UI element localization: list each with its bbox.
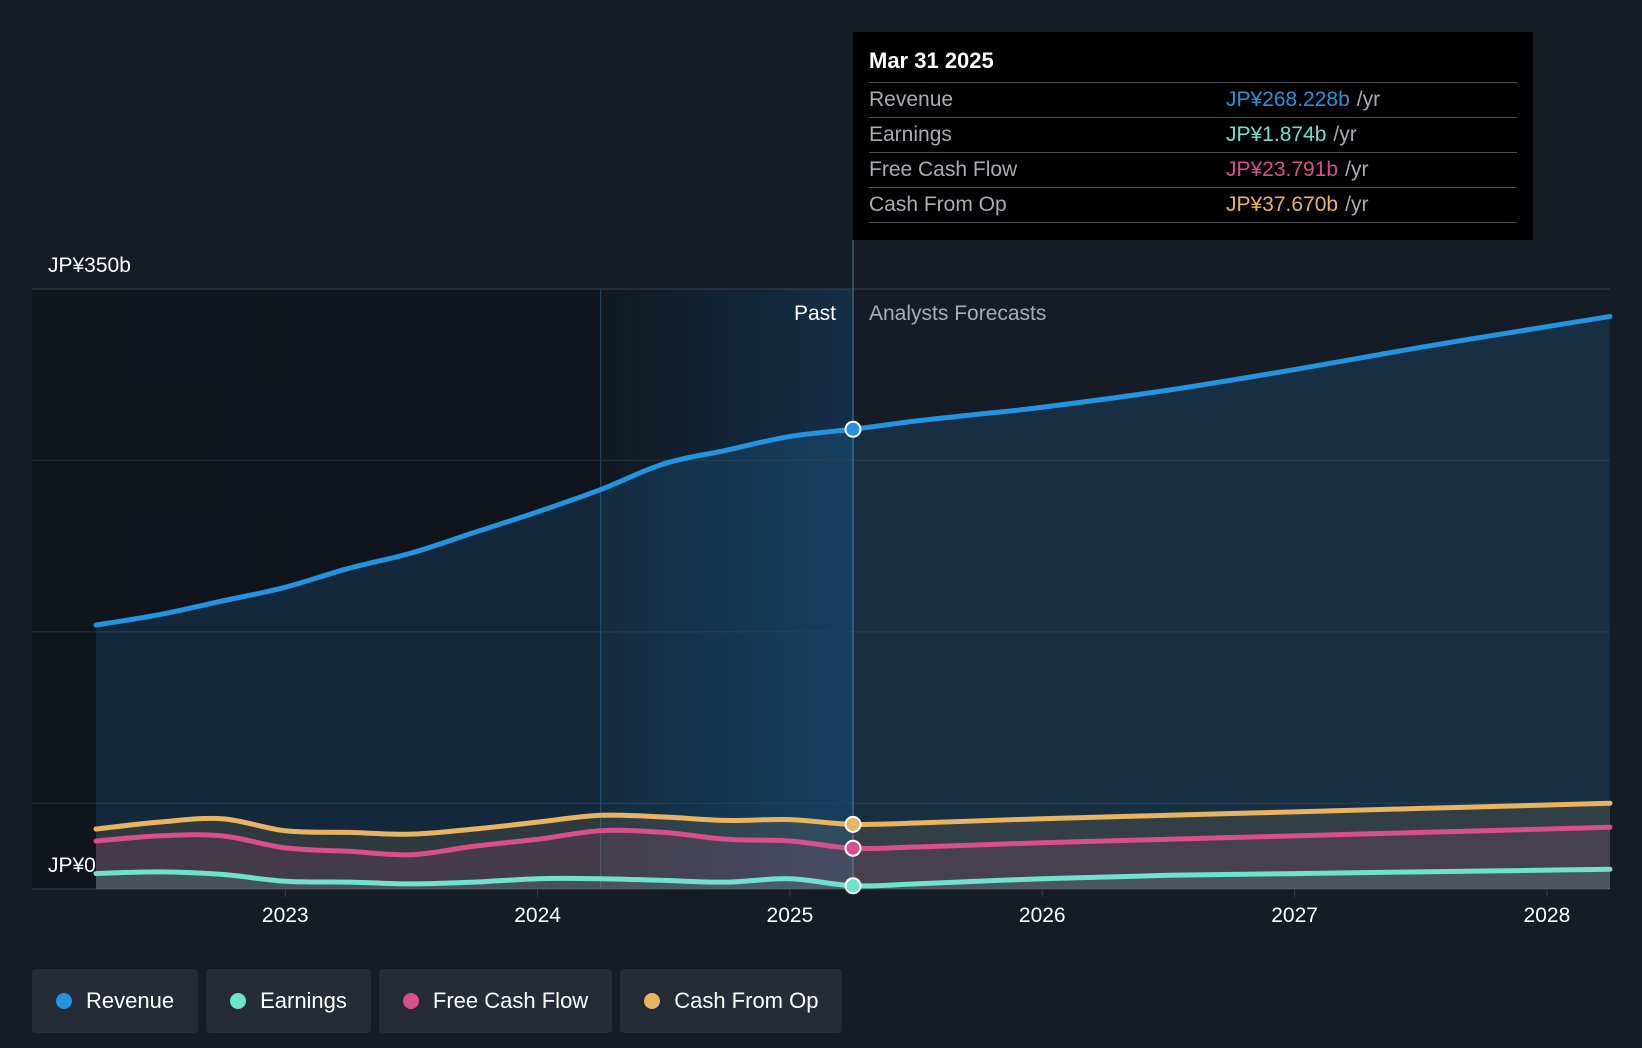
tooltip-unit: /yr: [1333, 123, 1357, 146]
cash-from-op-line: [93, 800, 1613, 837]
tooltip-label: Free Cash Flow: [869, 158, 1018, 181]
cash-from-op-marker: [844, 815, 862, 833]
legend-item-earnings[interactable]: Earnings: [206, 969, 371, 1033]
legend-label: Cash From Op: [674, 988, 819, 1013]
x-tick-label: 2023: [262, 904, 309, 927]
x-tick-label: 2027: [1271, 904, 1318, 927]
legend-item-free-cash-flow[interactable]: Free Cash Flow: [378, 969, 613, 1033]
free-cash-flow-dot-icon: [402, 993, 419, 1009]
tooltip-row-cash-from-op: Cash From Op JP¥37.670b /yr: [869, 188, 1517, 223]
y-axis-top-label: JP¥350b: [48, 254, 131, 277]
tooltip-unit: /yr: [1345, 158, 1369, 181]
tooltip-unit: /yr: [1356, 88, 1381, 111]
tooltip-date: Mar 31 2025: [869, 46, 1517, 83]
tooltip-value: JP¥23.791b: [1226, 158, 1339, 181]
tooltip-unit: /yr: [1345, 193, 1369, 216]
highlight-region: [600, 289, 853, 889]
legend-item-revenue[interactable]: Revenue: [32, 969, 199, 1033]
forecast-label: Analysts Forecasts: [869, 302, 1046, 325]
y-axis-bottom-label: JP¥0: [48, 854, 96, 877]
x-tick-label: 2028: [1524, 904, 1571, 927]
x-tick-label: 2024: [514, 904, 561, 927]
legend-label: Free Cash Flow: [432, 988, 589, 1013]
legend-label: Earnings: [260, 988, 347, 1013]
tooltip-row-revenue: Revenue JP¥268.228b /yr: [869, 83, 1517, 118]
legend-item-cash-from-op[interactable]: Cash From Op: [620, 969, 843, 1033]
free-cash-flow-line: [93, 824, 1613, 858]
legend-label: Revenue: [86, 988, 175, 1013]
cash-from-op-dot-icon: [644, 993, 661, 1009]
tooltip-label: Revenue: [869, 88, 954, 111]
past-label: Past: [794, 302, 836, 325]
legend: Revenue Earnings Free Cash Flow Cash Fro…: [32, 969, 843, 1033]
tooltip-value: JP¥37.670b: [1226, 193, 1339, 216]
tooltip-row-earnings: Earnings JP¥1.874b /yr: [869, 118, 1517, 153]
tooltip-value: JP¥268.228b: [1226, 88, 1350, 111]
tooltip-label: Earnings: [869, 123, 952, 146]
earnings-marker: [844, 877, 862, 895]
earnings-dot-icon: [230, 993, 247, 1009]
earnings-line: [93, 866, 1613, 889]
tooltip-row-free-cash-flow: Free Cash Flow JP¥23.791b /yr: [869, 153, 1517, 188]
free-cash-flow-marker: [844, 839, 862, 857]
tooltip: Mar 31 2025 Revenue JP¥268.228b /yr Earn…: [853, 32, 1533, 240]
revenue-dot-icon: [56, 993, 72, 1009]
revenue-line: [93, 313, 1613, 628]
tooltip-value: JP¥1.874b: [1226, 123, 1327, 146]
tooltip-label: Cash From Op: [869, 193, 1007, 216]
x-tick-label: 2026: [1019, 904, 1066, 927]
revenue-area: [96, 316, 1610, 889]
revenue-marker: [844, 420, 862, 438]
x-tick-label: 2025: [767, 904, 814, 927]
